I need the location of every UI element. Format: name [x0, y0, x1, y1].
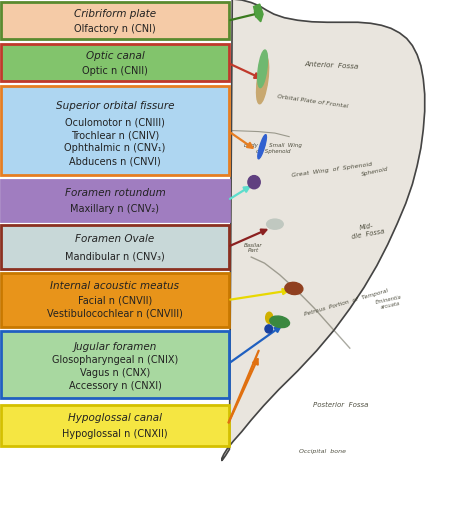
Text: Eminentia
arcuata: Eminentia arcuata [375, 294, 404, 310]
FancyBboxPatch shape [1, 332, 229, 398]
Text: Glosopharyngeal n (CNIX)
Vagus n (CNX)
Accessory n (CNXI): Glosopharyngeal n (CNIX) Vagus n (CNX) A… [52, 355, 178, 390]
Ellipse shape [265, 313, 273, 324]
Text: Foramen rotundum: Foramen rotundum [64, 187, 165, 197]
Text: Oculomotor n (CNIII)
Trochlear n (CNIV)
Ophthalmic n (CNV₁)
Abducens n (CNVI): Oculomotor n (CNIII) Trochlear n (CNIV) … [64, 118, 165, 166]
Circle shape [248, 176, 260, 189]
Ellipse shape [270, 317, 290, 328]
Ellipse shape [258, 135, 266, 160]
Text: Sphenoid: Sphenoid [360, 166, 389, 177]
Text: Foramen Ovale: Foramen Ovale [75, 234, 155, 243]
Ellipse shape [256, 57, 269, 105]
Text: Great  Wing  of  Sphenoid: Great Wing of Sphenoid [291, 161, 373, 177]
Text: Cribriform plate: Cribriform plate [74, 9, 156, 19]
Text: Body  &  Small  Wing
of  Sphenoid: Body & Small Wing of Sphenoid [244, 143, 302, 154]
Text: Hypoglossal n (CNXII): Hypoglossal n (CNXII) [62, 428, 168, 438]
Text: Hypoglossal canal: Hypoglossal canal [68, 412, 162, 422]
Polygon shape [254, 5, 263, 23]
FancyBboxPatch shape [1, 3, 229, 40]
Ellipse shape [266, 220, 283, 230]
Text: Orbital Plate of Frontal: Orbital Plate of Frontal [277, 93, 348, 109]
FancyBboxPatch shape [1, 405, 229, 446]
Text: Mid-
dle  Fossa: Mid- dle Fossa [350, 221, 385, 239]
FancyBboxPatch shape [1, 87, 229, 176]
Text: Internal acoustic meatus: Internal acoustic meatus [50, 280, 180, 290]
Text: Optic canal: Optic canal [86, 51, 144, 61]
Text: Petrous  Portion  of  Temporal: Petrous Portion of Temporal [303, 288, 389, 316]
Text: Anterior  Fossa: Anterior Fossa [304, 61, 359, 70]
FancyBboxPatch shape [1, 45, 229, 82]
Text: Facial n (CNVII)
Vestibulocochlear n (CNVIII): Facial n (CNVII) Vestibulocochlear n (CN… [47, 295, 183, 318]
Ellipse shape [258, 51, 267, 88]
Text: Maxillary n (CNV₂): Maxillary n (CNV₂) [71, 204, 159, 213]
Text: Superior orbital fissure: Superior orbital fissure [55, 100, 174, 111]
FancyBboxPatch shape [1, 274, 229, 327]
Text: Occipital  bone: Occipital bone [299, 448, 346, 453]
Ellipse shape [285, 283, 303, 295]
Text: Optic n (CNII): Optic n (CNII) [82, 66, 148, 75]
Text: Basilar
Part: Basilar Part [244, 242, 263, 253]
FancyBboxPatch shape [1, 180, 229, 221]
Text: Olfactory n (CNI): Olfactory n (CNI) [74, 24, 156, 33]
Text: Mandibular n (CNV₃): Mandibular n (CNV₃) [65, 250, 165, 261]
Circle shape [265, 325, 273, 333]
Text: Jugular foramen: Jugular foramen [73, 341, 156, 351]
Polygon shape [222, 0, 425, 461]
Text: Posterior  Fossa: Posterior Fossa [313, 401, 368, 407]
FancyBboxPatch shape [1, 226, 229, 269]
